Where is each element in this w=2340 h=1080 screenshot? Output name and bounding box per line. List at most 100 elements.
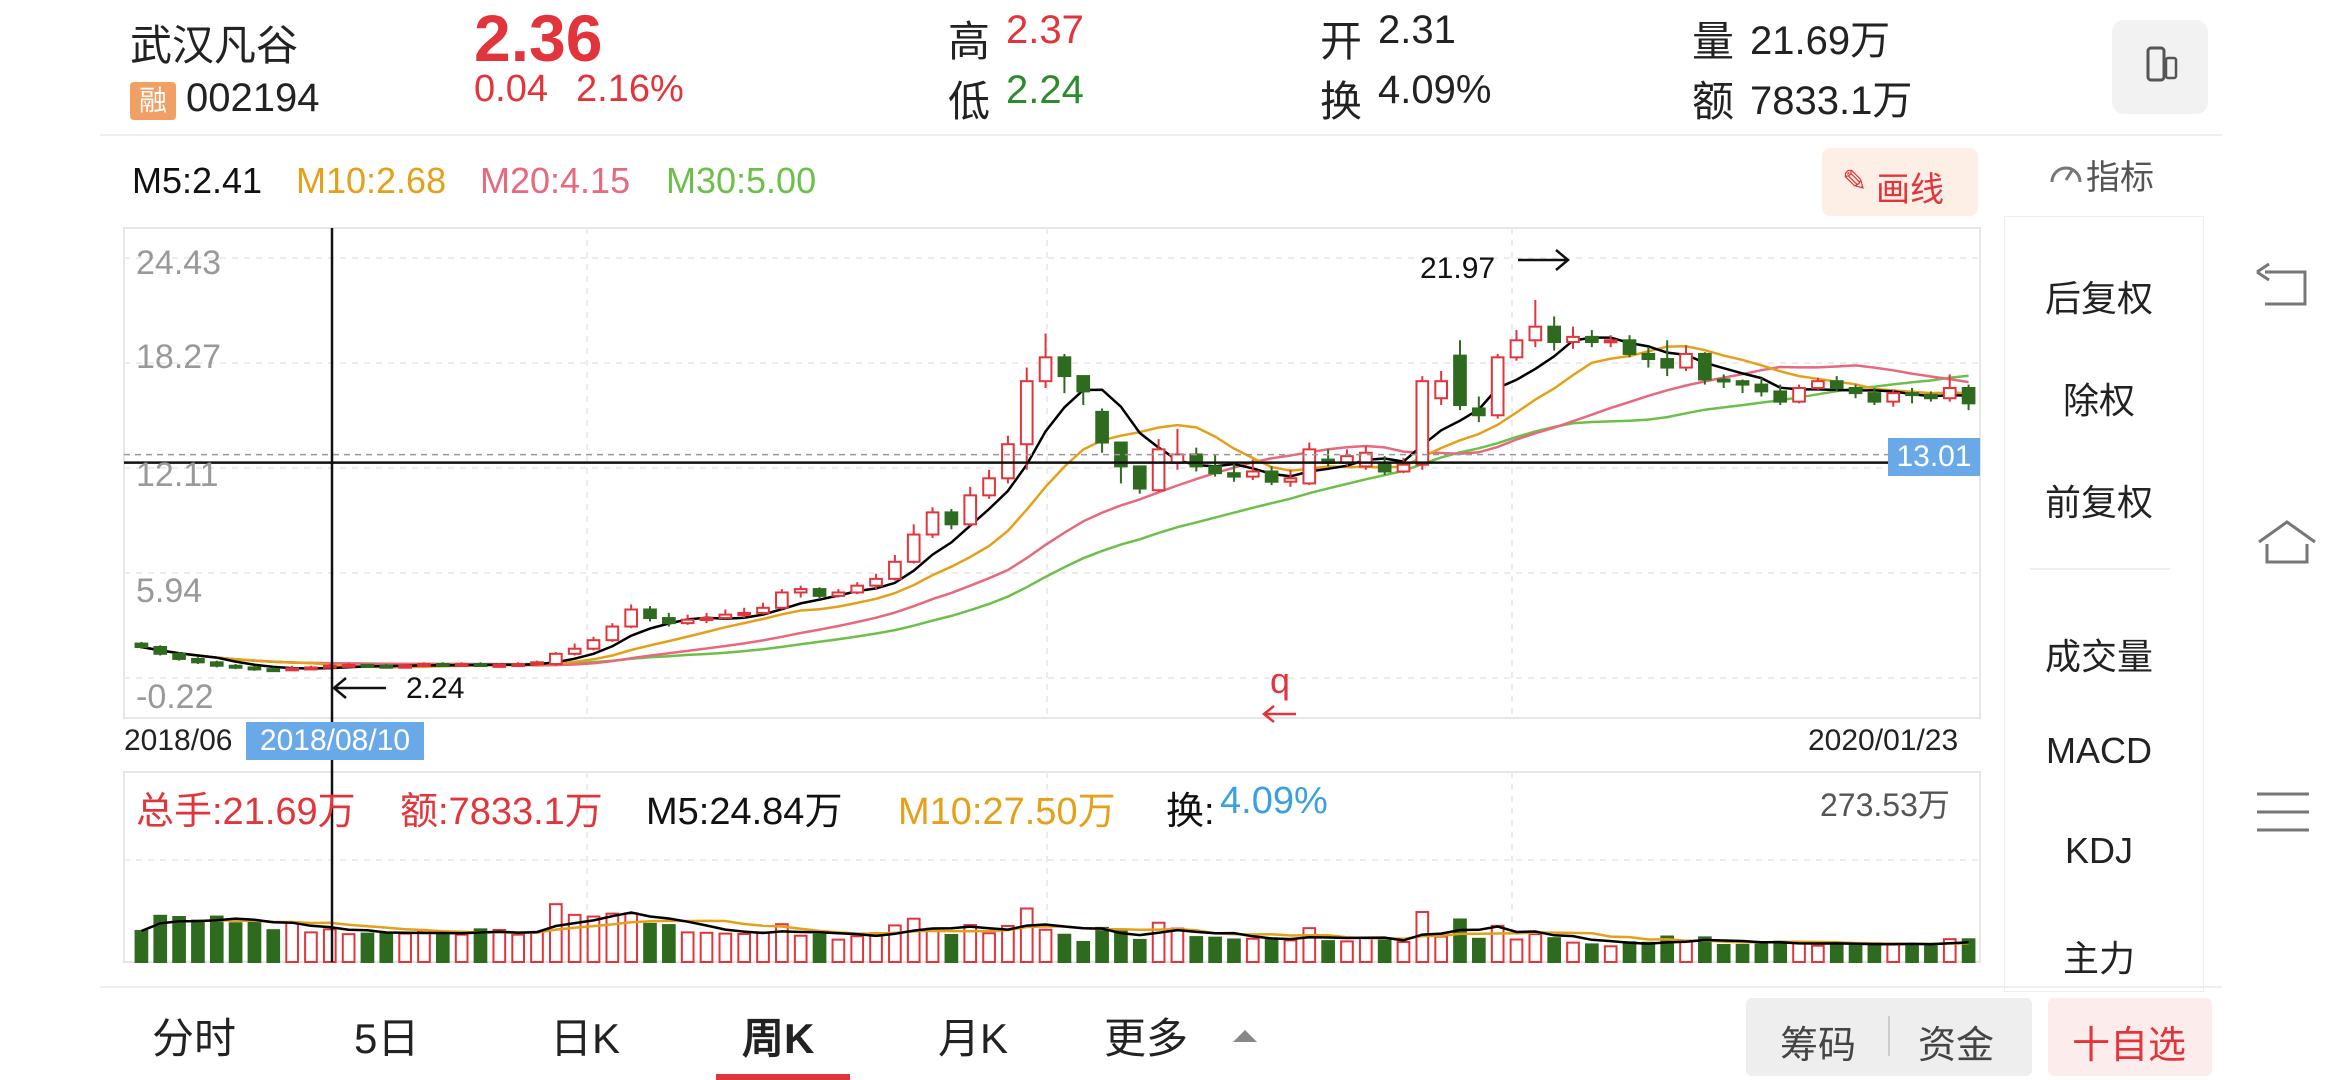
price-change-pct: 2.16% xyxy=(576,68,684,110)
draw-line-button[interactable]: ✎ 画线 xyxy=(1822,148,1978,216)
candle-body xyxy=(1396,463,1411,473)
main-force-indicator-option[interactable]: 主力 xyxy=(2062,938,2135,976)
candle-body xyxy=(1848,387,1863,395)
candle xyxy=(285,665,299,672)
volume-bar xyxy=(134,929,149,963)
candle-body xyxy=(812,588,827,597)
tab-daily-k[interactable]: 日K xyxy=(550,1015,621,1062)
high-label: 高 xyxy=(948,18,991,65)
landscape-toggle-button[interactable] xyxy=(2112,20,2208,114)
kdj-indicator-option[interactable]: KDJ xyxy=(2064,830,2133,871)
candle xyxy=(850,582,865,595)
chips-button[interactable]: 筹码 xyxy=(1780,1025,1857,1067)
ma5-line xyxy=(141,336,1969,670)
funds-button[interactable]: 资金 xyxy=(1918,1025,1995,1067)
candle-body xyxy=(567,647,582,655)
kline-chart[interactable] xyxy=(0,0,2000,1000)
candle xyxy=(1415,376,1430,470)
amount-value: 7833.1万 xyxy=(1750,79,1913,123)
candle xyxy=(624,604,639,629)
ex-rights-option[interactable]: 除权 xyxy=(2062,380,2135,421)
amount-label: 额 xyxy=(1692,78,1735,125)
volume-bar xyxy=(1829,943,1844,964)
forward-adjusted-option[interactable]: 前复权 xyxy=(2044,482,2153,523)
turnover-label: 换 xyxy=(1320,78,1363,125)
back-adjusted-option[interactable]: 后复权 xyxy=(2044,278,2153,319)
candle-body xyxy=(341,663,356,668)
volume-bar xyxy=(605,912,620,963)
home-nav-icon[interactable] xyxy=(2255,518,2319,566)
candle-body xyxy=(1132,465,1147,490)
volume-bar xyxy=(643,922,657,964)
candle-body xyxy=(492,663,507,668)
volume-bar xyxy=(1114,930,1128,964)
candle-body xyxy=(1811,380,1825,390)
volume-bar xyxy=(454,933,469,963)
candle xyxy=(944,508,959,530)
candle-body xyxy=(737,611,752,616)
candle-body xyxy=(1735,380,1750,386)
volume-bar xyxy=(1302,927,1317,964)
candle xyxy=(1208,454,1222,477)
candle-body xyxy=(134,642,149,648)
volume-bar xyxy=(1019,907,1034,963)
candle xyxy=(1886,389,1901,407)
candle-body xyxy=(1716,378,1731,383)
candle xyxy=(1057,353,1072,394)
candle xyxy=(247,665,262,671)
tab-5day[interactable]: 5日 xyxy=(354,1015,420,1062)
candle xyxy=(172,652,186,661)
draw-line-label: 画线 xyxy=(1876,171,1944,209)
candle xyxy=(1924,391,1938,402)
candle xyxy=(869,573,883,590)
volume-bar xyxy=(341,933,356,963)
candle xyxy=(134,641,149,649)
candle-body xyxy=(304,666,318,671)
candle-body xyxy=(153,645,168,655)
candlestick-series xyxy=(134,299,1976,673)
volume-bar xyxy=(1886,942,1901,964)
candle-body xyxy=(831,591,846,597)
tab-more[interactable]: 更多 xyxy=(1104,1015,1189,1062)
volume-bar xyxy=(191,919,205,963)
add-watchlist-button[interactable]: 十自选 xyxy=(2048,998,2212,1076)
candle-body xyxy=(1057,356,1072,378)
candle xyxy=(605,623,620,642)
moving-average-lines xyxy=(141,336,1969,670)
y-tick-3: 12.11 xyxy=(136,456,219,494)
candle-body xyxy=(869,577,883,587)
y-tick-1: 24.43 xyxy=(136,244,222,282)
tab-monthly-k[interactable]: 月K xyxy=(938,1015,1009,1062)
tab-intraday[interactable]: 分时 xyxy=(152,1015,237,1062)
candle-body xyxy=(1377,461,1392,473)
back-nav-icon[interactable] xyxy=(2255,262,2315,310)
gauge-icon xyxy=(2050,166,2082,183)
candle-body xyxy=(1453,354,1467,407)
candle xyxy=(1001,435,1015,484)
tab-weekly-k[interactable]: 周K xyxy=(742,1015,815,1062)
candle xyxy=(1811,377,1825,390)
volume-bar xyxy=(1170,927,1185,963)
candle xyxy=(379,664,394,669)
caret-up-icon[interactable] xyxy=(1230,1026,1260,1046)
volume-bar xyxy=(304,931,318,964)
candle xyxy=(530,660,544,666)
volume-bar xyxy=(1377,938,1392,963)
volume-bar xyxy=(322,928,337,964)
volume-value: 21.69万 xyxy=(1750,19,1891,63)
candle xyxy=(1434,370,1448,406)
candle-body xyxy=(1415,380,1430,466)
candle xyxy=(906,524,921,564)
vol-ma5-line xyxy=(140,911,1969,946)
candle-body xyxy=(1924,393,1938,400)
volume-bar xyxy=(1453,918,1467,964)
volume-bar xyxy=(1509,938,1524,964)
candle xyxy=(1528,299,1543,348)
candle-body xyxy=(1490,356,1505,417)
candle-body xyxy=(793,588,808,594)
macd-indicator-option[interactable]: MACD xyxy=(2046,730,2152,771)
menu-nav-icon[interactable] xyxy=(2255,790,2311,834)
candle xyxy=(567,643,582,656)
volume-indicator-option[interactable]: 成交量 xyxy=(2044,636,2153,677)
volume-bar xyxy=(1095,926,1109,964)
